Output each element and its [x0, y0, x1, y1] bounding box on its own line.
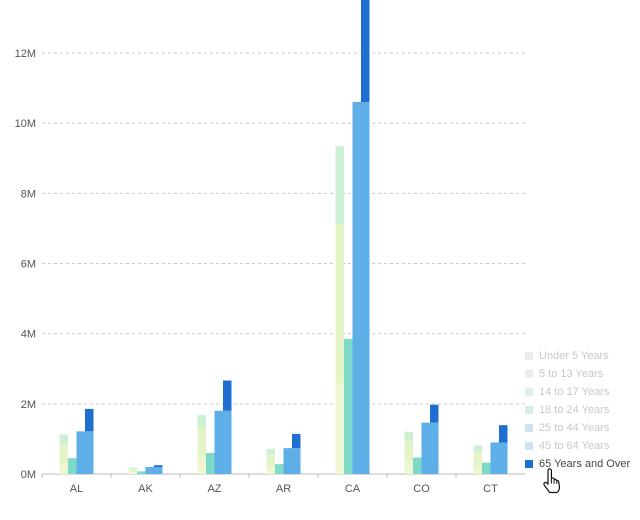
legend-item-25-to-44[interactable]: 25 to 44 Years — [525, 419, 640, 437]
bar-segment — [197, 457, 206, 474]
bar-segment — [206, 452, 215, 474]
bar-segment — [413, 457, 422, 474]
bar-segment — [292, 448, 301, 474]
legend-item-14-to-17[interactable]: 14 to 17 Years — [525, 383, 640, 401]
bar-segment — [499, 442, 508, 474]
bar-segment — [404, 440, 413, 462]
legend-label: 25 to 44 Years — [539, 422, 610, 434]
bar-segment — [266, 467, 275, 474]
bar-segment — [137, 471, 146, 474]
bar-segment — [344, 338, 353, 474]
legend-label: Under 5 Years — [539, 350, 609, 362]
bar-segment — [335, 146, 344, 224]
bar-segment — [266, 448, 275, 455]
legend-item-65-and-over[interactable]: 65 Years and Over — [525, 455, 640, 473]
bar-segment — [404, 431, 413, 441]
y-tick-label: 12M — [15, 48, 36, 60]
legend-swatch-icon — [525, 424, 533, 432]
bar-segment — [266, 454, 275, 468]
x-tick-label: CT — [483, 483, 498, 495]
bar-segment — [76, 431, 85, 474]
bar-segment — [335, 223, 344, 383]
bar-segment — [214, 410, 223, 474]
y-tick-label: 0M — [21, 469, 36, 481]
bar-segment — [85, 408, 94, 432]
bar-segment — [154, 467, 163, 474]
legend-swatch-icon — [525, 388, 533, 396]
x-tick-label: AR — [276, 483, 291, 495]
bar-segment — [59, 463, 68, 474]
x-tick-label: CO — [413, 483, 430, 495]
x-tick-label: CA — [345, 483, 361, 495]
legend-label: 45 to 64 Years — [539, 440, 610, 452]
bar-segment — [482, 462, 491, 474]
bar-segment — [145, 467, 154, 474]
bar-segment — [128, 467, 137, 470]
legend-swatch-icon — [525, 370, 533, 378]
legend-item-18-to-24[interactable]: 18 to 24 Years — [525, 401, 640, 419]
bar-segment — [430, 422, 439, 474]
bar-segment — [499, 425, 508, 443]
bar-segment — [283, 448, 292, 474]
bar-segment — [275, 464, 284, 474]
x-tick-label: AL — [70, 483, 83, 495]
bar-segment — [335, 382, 344, 474]
legend-item-45-to-64[interactable]: 45 to 64 Years — [525, 437, 640, 455]
bar-segment — [59, 443, 68, 464]
bar-segment — [352, 102, 361, 475]
legend-label: 5 to 13 Years — [539, 368, 604, 380]
bar-segment — [430, 404, 439, 423]
y-tick-label: 4M — [21, 329, 36, 341]
bar-segment — [85, 431, 94, 474]
bar-segment — [473, 452, 482, 467]
x-tick-label: AZ — [207, 483, 221, 495]
bar-segment — [361, 102, 370, 475]
legend-swatch-icon — [525, 352, 533, 360]
y-tick-label: 6M — [21, 259, 36, 271]
bar-segment — [223, 380, 232, 411]
legend-item-under-5[interactable]: Under 5 Years — [525, 347, 640, 365]
legend-label: 18 to 24 Years — [539, 404, 610, 416]
bar-segment — [421, 422, 430, 474]
bar-segment — [223, 410, 232, 474]
hand-pointer-icon — [541, 468, 563, 494]
bar-segment — [473, 466, 482, 474]
legend: Under 5 Years 5 to 13 Years 14 to 17 Yea… — [525, 347, 640, 473]
bar-segment — [490, 442, 499, 474]
bar-segment — [59, 434, 68, 444]
bar-segment — [197, 414, 206, 428]
bar-segment — [473, 445, 482, 453]
legend-label: 65 Years and Over — [539, 458, 631, 470]
bar-segment — [128, 472, 137, 474]
y-tick-label: 10M — [15, 118, 36, 130]
bar-segment — [292, 433, 301, 449]
bar-segment — [361, 0, 370, 103]
bar-segment — [197, 427, 206, 458]
legend-item-5-to-13[interactable]: 5 to 13 Years — [525, 365, 640, 383]
legend-swatch-icon — [525, 460, 533, 468]
x-tick-label: AK — [138, 483, 153, 495]
legend-label: 14 to 17 Years — [539, 386, 610, 398]
legend-swatch-icon — [525, 442, 533, 450]
bar-segment — [68, 458, 77, 474]
bar-segment — [154, 465, 163, 468]
bar-segment — [404, 461, 413, 474]
legend-swatch-icon — [525, 406, 533, 414]
y-tick-label: 2M — [21, 399, 36, 411]
y-tick-label: 8M — [21, 188, 36, 200]
bar-segment — [128, 469, 137, 473]
